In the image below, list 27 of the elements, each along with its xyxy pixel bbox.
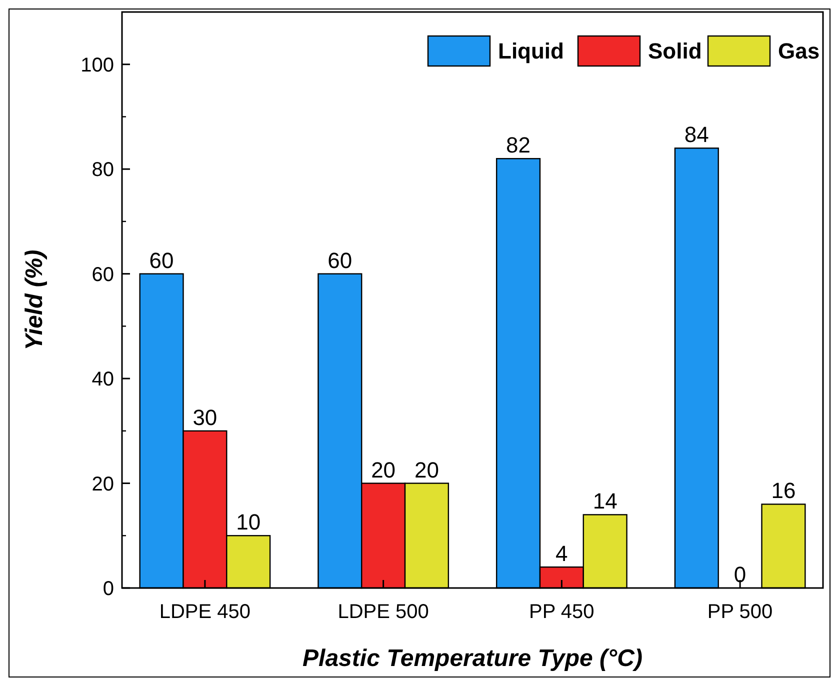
- y-tick-label: 60: [92, 264, 114, 286]
- y-axis-title: Yield (%): [21, 250, 48, 350]
- data-label: 20: [414, 457, 439, 482]
- y-tick-label: 80: [92, 159, 114, 182]
- data-label: 60: [149, 248, 174, 273]
- data-label: 60: [328, 248, 352, 273]
- y-tick-label: 0: [102, 578, 114, 600]
- y-tick-label: 40: [92, 368, 114, 391]
- data-label: 16: [771, 478, 796, 504]
- x-tick-label: LDPE 500: [338, 601, 429, 623]
- legend-label: Gas: [778, 38, 820, 64]
- x-tick-label: PP 450: [529, 601, 594, 623]
- data-label: 4: [556, 541, 568, 566]
- y-tick-label: 100: [80, 54, 114, 76]
- data-label: 84: [684, 122, 709, 148]
- legend-label: Solid: [648, 38, 702, 64]
- y-tick-label: 20: [92, 473, 114, 496]
- data-label: 82: [506, 132, 531, 158]
- x-axis-title: Plastic Temperature Type (°C): [302, 645, 642, 672]
- legend-label: Liquid: [498, 38, 564, 64]
- data-label: 10: [236, 510, 261, 535]
- x-tick-label: LDPE 450: [159, 601, 251, 623]
- data-label: 0: [734, 562, 746, 587]
- x-tick-label: PP 500: [707, 601, 773, 623]
- data-label: 30: [192, 404, 218, 430]
- data-label: 14: [592, 488, 618, 514]
- data-label: 20: [371, 457, 396, 482]
